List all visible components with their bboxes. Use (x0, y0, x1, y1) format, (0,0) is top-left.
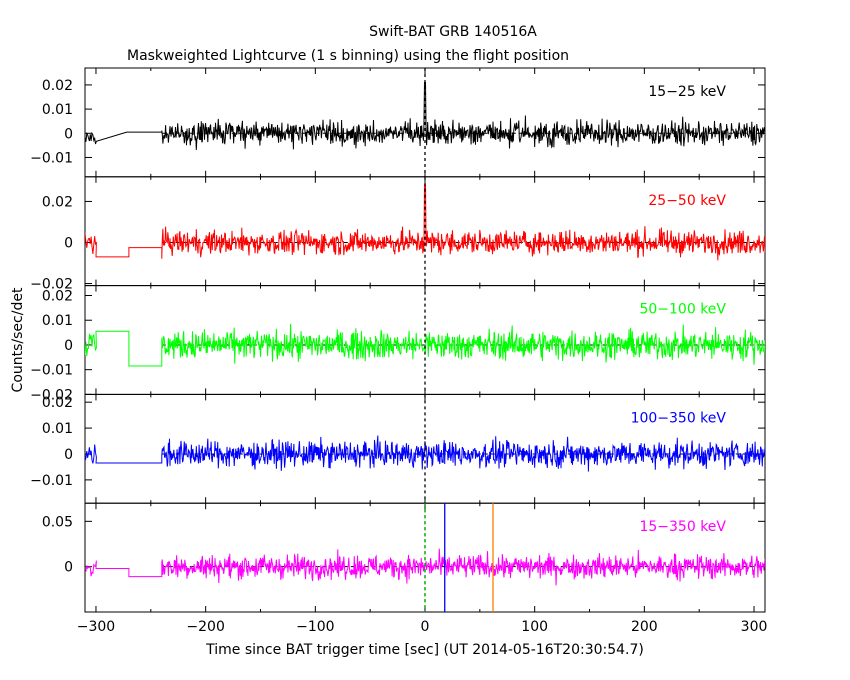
y-tick-label: 0.02 (42, 194, 73, 210)
series-line (85, 435, 765, 472)
x-tick-label: 0 (421, 619, 430, 635)
y-tick-label: 0.02 (42, 288, 73, 304)
chart-subtitle: Maskweighted Lightcurve (1 s binning) us… (127, 48, 569, 64)
y-tick-label: −0.01 (30, 150, 73, 166)
y-tick-label: 0.05 (42, 514, 73, 530)
x-tick-label: −100 (296, 619, 334, 635)
series-line (85, 184, 765, 261)
panel-energy-label: 50−100 keV (639, 302, 726, 318)
y-tick-label: 0.01 (42, 421, 73, 437)
y-tick-label: 0 (64, 338, 73, 354)
y-tick-label: 0.01 (42, 102, 73, 118)
y-axis-label: Counts/sec/det (10, 287, 26, 392)
x-tick-label: 300 (741, 619, 768, 635)
y-tick-label: −0.02 (30, 387, 73, 403)
x-tick-label: −300 (77, 619, 115, 635)
y-tick-label: 0 (64, 560, 73, 576)
chart-title: Swift-BAT GRB 140516A (369, 24, 537, 40)
panel-50-100-kev: −0.02 −0.01 0 0.01 0.02 50−100 keV (30, 285, 766, 403)
panel-15-25-kev: −0.01 0 0.01 0.02 15−25 keV (30, 67, 766, 178)
panels: −0.01 0 0.01 0.02 15−25 keV −0.02 0 0.02 25−50 k… (30, 67, 768, 635)
panel-energy-label: 25−50 keV (648, 193, 726, 209)
y-tick-label: 0 (64, 235, 73, 251)
series-line (85, 82, 765, 151)
panel-25-50-kev: −0.02 0 0.02 25−50 keV (30, 176, 766, 293)
y-tick-label: 0.02 (42, 78, 73, 94)
x-axis-label: Time since BAT trigger time [sec] (UT 20… (205, 642, 644, 658)
y-tick-label: 0.02 (42, 395, 73, 411)
panel-energy-label: 100−350 keV (631, 410, 727, 426)
x-tick-label: 100 (521, 619, 548, 635)
panel-100-350-kev: −0.01 0 0.01 0.02 100−350 keV (30, 393, 766, 504)
series-line (85, 548, 765, 586)
series-line (85, 323, 765, 367)
y-tick-label: 0 (64, 126, 73, 142)
panel-energy-label: 15−350 keV (639, 519, 726, 535)
x-tick-label: −200 (186, 619, 224, 635)
panel-15-350-kev: 0 0.05 15−350 keV −300 −200 −100 0 100 200 300 (42, 502, 768, 635)
y-tick-label: −0.01 (30, 363, 73, 379)
y-tick-label: 0 (64, 447, 73, 463)
panel-energy-label: 15−25 keV (648, 84, 726, 100)
y-tick-label: −0.01 (30, 473, 73, 489)
y-tick-label: 0.01 (42, 313, 73, 329)
y-tick-label: −0.02 (30, 277, 73, 293)
x-tick-label: 200 (631, 619, 658, 635)
